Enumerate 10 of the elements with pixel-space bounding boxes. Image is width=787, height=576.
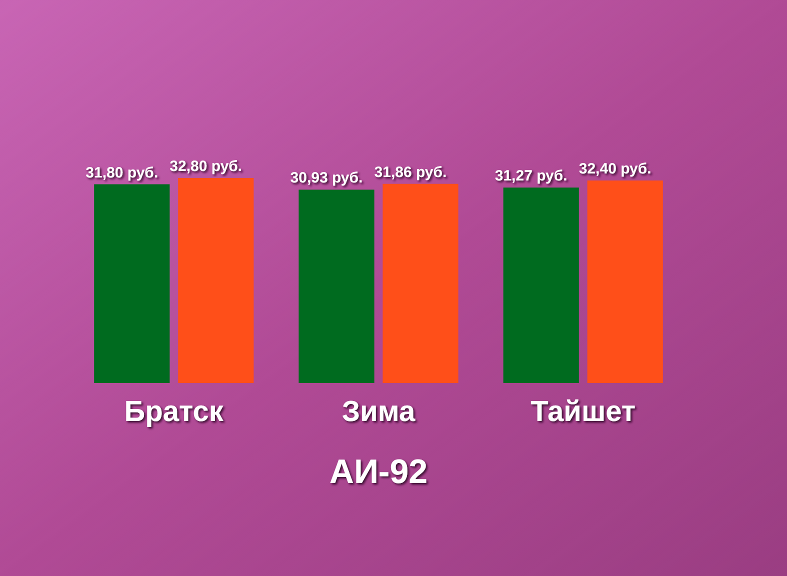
- x-tick-label: Братск: [124, 396, 224, 428]
- data-label: 31,86 руб.: [374, 164, 447, 181]
- x-tick-label: Зима: [342, 396, 416, 428]
- data-label: 32,80 руб.: [170, 158, 242, 175]
- data-label: 32,40 руб.: [578, 160, 652, 178]
- x-axis-title: АИ-92: [329, 453, 428, 491]
- x-tick-label: Тайшет: [530, 396, 636, 428]
- data-label: 31,27 руб.: [494, 168, 568, 185]
- data-label: 31,80 руб.: [86, 164, 158, 182]
- data-label: 30,93 руб.: [290, 170, 363, 187]
